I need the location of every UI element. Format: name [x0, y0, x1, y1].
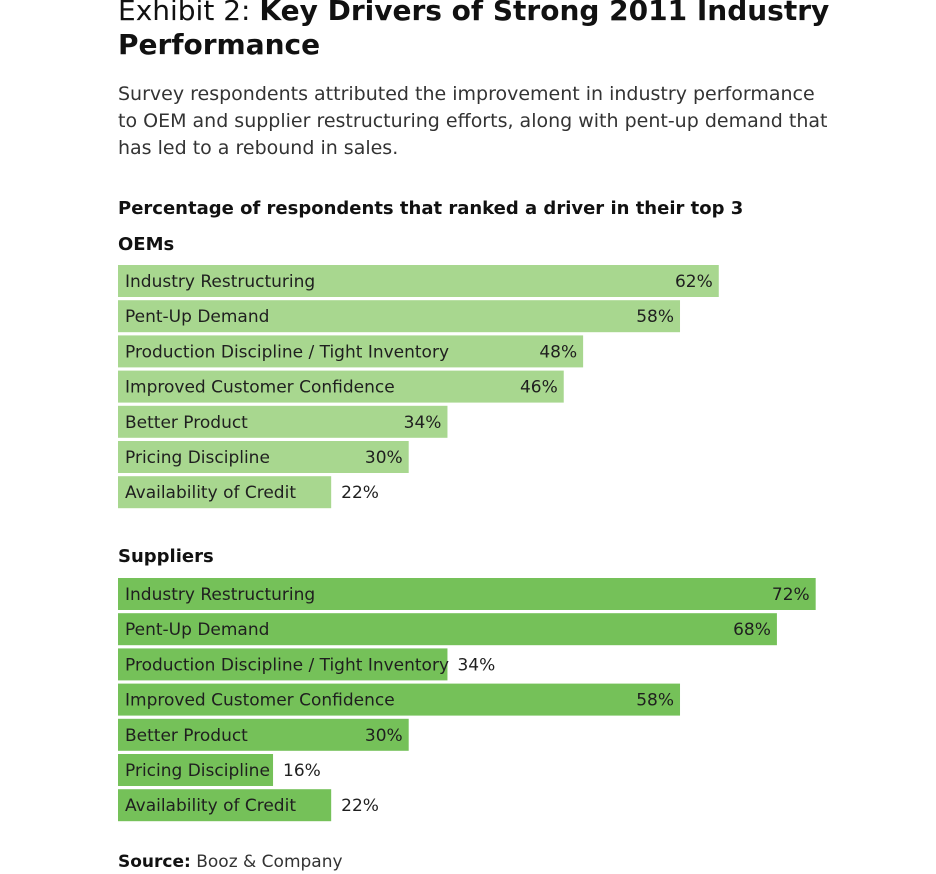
supplier-value-label: 30%	[365, 726, 403, 746]
oem-category-label: Industry Restructuring	[125, 272, 315, 292]
supplier-row-production-discipline-tight-inventory: Production Discipline / Tight Inventory 3…	[118, 648, 495, 681]
supplier-category-label: Production Discipline / Tight Inventory	[125, 655, 449, 675]
supplier-category-label: Industry Restructuring	[125, 585, 315, 605]
oem-value-label: 46%	[520, 378, 558, 398]
oem-value-label: 48%	[539, 342, 577, 362]
oem-row-better-product: Better Product 34%	[118, 405, 448, 438]
oem-value-label: 34%	[404, 413, 442, 433]
supplier-category-label: Pent-Up Demand	[125, 620, 269, 640]
oem-category-label: Availability of Credit	[125, 483, 296, 503]
oem-bar-better-product	[118, 405, 448, 438]
supplier-row-better-product: Better Product 30%	[118, 718, 409, 751]
page-title: Exhibit 2: Key Drivers of Strong 2011 In…	[118, 0, 838, 62]
oem-bar-pent-up-demand	[118, 300, 681, 333]
supplier-row-industry-restructuring: Industry Restructuring 72%	[118, 578, 816, 610]
supplier-bar-availability-of-credit	[118, 789, 332, 822]
oem-row-pent-up-demand: Pent-Up Demand 58%	[118, 300, 681, 333]
oem-category-label: Pent-Up Demand	[125, 307, 269, 327]
chart-heading: Percentage of respondents that ranked a …	[118, 198, 744, 219]
supplier-value-label: 22%	[341, 796, 379, 816]
supplier-bar-pent-up-demand	[118, 613, 777, 646]
oem-section-title: OEMs	[118, 234, 175, 255]
supplier-section-title: Suppliers	[118, 546, 214, 567]
oem-category-label: Better Product	[125, 413, 248, 433]
oem-bar-production-discipline-tight-inventory	[118, 335, 584, 368]
oem-bar-availability-of-credit	[118, 476, 332, 509]
supplier-bar-pricing-discipline	[118, 754, 274, 786]
oem-bar-pricing-discipline	[118, 441, 409, 473]
supplier-value-label: 16%	[283, 761, 321, 781]
oem-category-label: Improved Customer Confidence	[125, 378, 395, 398]
page-subtitle: Survey respondents attributed the improv…	[118, 83, 828, 159]
oem-bar-industry-restructuring	[118, 265, 719, 297]
source-text: Booz & Company	[196, 852, 343, 872]
title-prefix: Exhibit 2:	[118, 0, 260, 27]
supplier-bar-production-discipline-tight-inventory	[118, 648, 448, 681]
supplier-row-improved-customer-confidence: Improved Customer Confidence 58%	[118, 683, 681, 716]
title-bold: Key Drivers of Strong 2011 Industry Perf…	[118, 0, 830, 61]
supplier-value-label: 68%	[733, 620, 771, 640]
oem-value-label: 58%	[636, 307, 674, 327]
oem-value-label: 30%	[365, 448, 403, 468]
oem-value-label: 22%	[341, 483, 379, 503]
oem-row-production-discipline-tight-inventory: Production Discipline / Tight Inventory 4…	[118, 335, 584, 368]
oem-row-improved-customer-confidence: Improved Customer Confidence 46%	[118, 370, 564, 403]
oem-row-availability-of-credit: Availability of Credit 22%	[118, 476, 379, 509]
oem-category-label: Pricing Discipline	[125, 448, 270, 468]
supplier-category-label: Pricing Discipline	[125, 761, 270, 781]
supplier-bar-better-product	[118, 718, 409, 751]
oem-row-industry-restructuring: Industry Restructuring 62%	[118, 265, 719, 297]
supplier-value-label: 34%	[457, 655, 495, 675]
oem-bar-chart: Industry Restructuring 62% Pent-Up Demand 5…	[118, 265, 719, 509]
supplier-bar-industry-restructuring	[118, 578, 816, 610]
supplier-row-availability-of-credit: Availability of Credit 22%	[118, 789, 379, 822]
supplier-row-pricing-discipline: Pricing Discipline 16%	[118, 754, 321, 786]
supplier-category-label: Better Product	[125, 726, 248, 746]
oem-category-label: Production Discipline / Tight Inventory	[125, 342, 449, 362]
supplier-bar-improved-customer-confidence	[118, 683, 681, 716]
supplier-value-label: 58%	[636, 691, 674, 711]
supplier-value-label: 72%	[772, 585, 810, 605]
supplier-category-label: Availability of Credit	[125, 796, 296, 816]
oem-row-pricing-discipline: Pricing Discipline 30%	[118, 441, 409, 473]
supplier-category-label: Improved Customer Confidence	[125, 691, 395, 711]
source-label: Source:	[118, 852, 191, 872]
supplier-row-pent-up-demand: Pent-Up Demand 68%	[118, 613, 777, 646]
supplier-bar-chart: Industry Restructuring 72% Pent-Up Demand 6…	[118, 578, 816, 822]
oem-value-label: 62%	[675, 272, 713, 292]
oem-bar-improved-customer-confidence	[118, 370, 564, 403]
source-note: Source: Booz & Company	[118, 852, 343, 872]
